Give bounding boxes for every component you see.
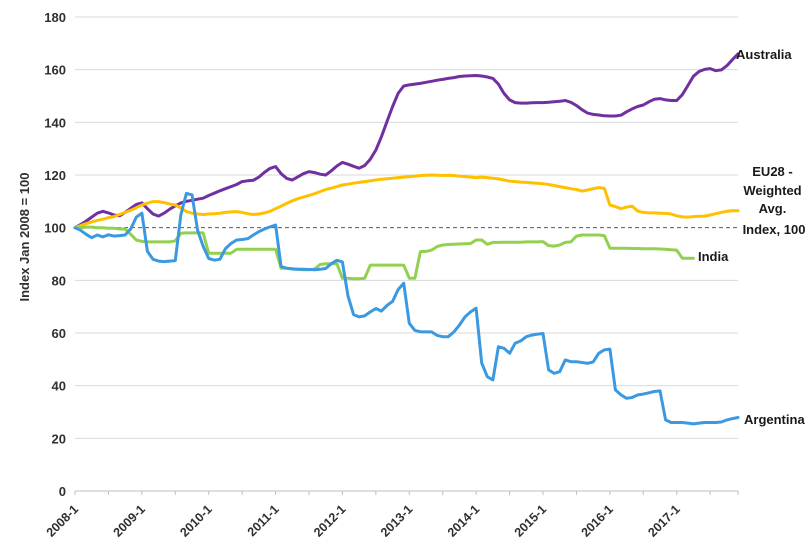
series-label-eu28-line2: Weighted <box>743 182 802 198</box>
svg-text:2014-1: 2014-1 <box>445 502 482 539</box>
svg-text:100: 100 <box>44 221 66 236</box>
reference-line-label: Index, 100 <box>742 222 806 237</box>
svg-text:2010-1: 2010-1 <box>177 502 214 539</box>
svg-text:40: 40 <box>52 379 66 394</box>
svg-text:140: 140 <box>44 115 66 130</box>
svg-text:80: 80 <box>52 273 66 288</box>
series-label-eu28: EU28 - Weighted Avg. <box>734 163 811 219</box>
svg-text:60: 60 <box>52 326 66 341</box>
svg-text:2011-1: 2011-1 <box>245 502 282 539</box>
svg-text:2016-1: 2016-1 <box>579 502 616 539</box>
svg-text:2009-1: 2009-1 <box>111 502 148 539</box>
svg-text:180: 180 <box>44 10 66 25</box>
svg-text:2015-1: 2015-1 <box>512 502 549 539</box>
series-label-australia: Australia <box>736 47 792 62</box>
series-label-eu28-line1: EU28 - <box>752 164 793 179</box>
series-label-india: India <box>698 249 729 264</box>
svg-text:2013-1: 2013-1 <box>378 502 415 539</box>
y-axis-title: Index Jan 2008 = 100 <box>17 172 32 302</box>
svg-text:120: 120 <box>44 168 66 183</box>
series-label-argentina: Argentina <box>744 412 805 427</box>
svg-text:0: 0 <box>59 484 66 499</box>
svg-text:2017-1: 2017-1 <box>645 502 682 539</box>
series-label-eu28-line3: Avg. <box>758 201 787 216</box>
svg-text:160: 160 <box>44 63 66 78</box>
svg-text:2012-1: 2012-1 <box>311 502 348 539</box>
svg-text:2008-1: 2008-1 <box>44 502 81 539</box>
svg-text:20: 20 <box>52 431 66 446</box>
